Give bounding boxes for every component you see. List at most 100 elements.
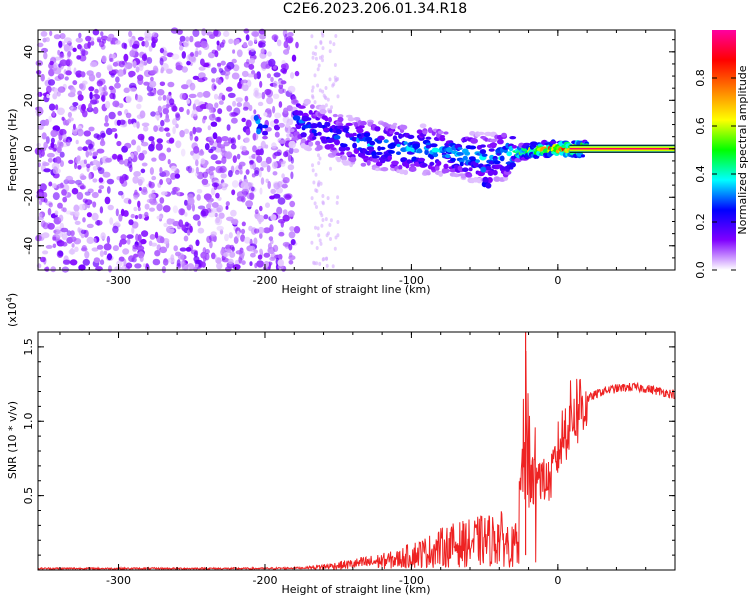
noise-speckle: [311, 94, 314, 99]
noise-speckle: [82, 110, 88, 118]
noise-speckle: [56, 146, 62, 154]
noise-speckle: [254, 167, 260, 175]
noise-speckle: [313, 201, 317, 206]
noise-speckle: [230, 138, 235, 143]
noise-speckle: [89, 99, 98, 105]
noise-speckle: [226, 61, 235, 70]
noise-speckle: [70, 86, 76, 95]
noise-speckle: [207, 125, 211, 131]
noise-speckle: [198, 128, 202, 133]
noise-speckle: [259, 232, 263, 239]
noise-speckle: [241, 117, 246, 123]
noise-speckle: [96, 219, 101, 226]
noise-speckle: [57, 250, 64, 257]
noise-speckle: [39, 213, 43, 219]
noise-speckle: [196, 189, 203, 194]
ridge-blob: [340, 151, 345, 155]
noise-speckle: [225, 86, 233, 92]
noise-speckle: [289, 146, 294, 155]
noise-speckle: [211, 252, 216, 260]
noise-speckle: [97, 166, 102, 171]
noise-speckle: [154, 231, 159, 239]
noise-speckle: [325, 256, 328, 261]
noise-speckle: [271, 34, 279, 41]
noise-speckle: [285, 123, 290, 128]
noise-speckle: [169, 98, 175, 106]
ridge-blob: [549, 140, 557, 144]
ridge-blob: [529, 141, 538, 146]
noise-speckle: [69, 259, 78, 266]
noise-speckle: [314, 188, 318, 193]
noise-speckle: [192, 126, 197, 135]
noise-speckle: [231, 218, 239, 226]
noise-speckle: [272, 105, 276, 114]
noise-speckle: [96, 148, 105, 154]
noise-speckle: [73, 204, 80, 212]
ridge-blob: [310, 104, 315, 109]
noise-speckle: [202, 171, 209, 178]
noise-speckle: [91, 247, 99, 252]
noise-speckle: [272, 152, 277, 159]
noise-speckle: [151, 157, 157, 162]
noise-speckle: [256, 214, 265, 223]
noise-speckle: [217, 142, 222, 148]
noise-speckle: [156, 203, 163, 212]
ridge-blob: [398, 164, 403, 170]
noise-speckle: [222, 70, 231, 76]
noise-speckle: [141, 162, 148, 167]
noise-speckle: [162, 94, 167, 101]
noise-speckle: [59, 33, 66, 40]
noise-speckle: [216, 262, 223, 270]
noise-speckle: [162, 205, 171, 213]
noise-speckle: [221, 136, 229, 142]
noise-speckle: [328, 49, 332, 54]
noise-speckle: [200, 251, 207, 259]
noise-speckle: [41, 232, 50, 239]
noise-speckle: [290, 157, 294, 164]
noise-speckle: [273, 80, 278, 88]
noise-speckle: [39, 183, 47, 192]
colorbar: 0.0 0.2 0.4 0.6 0.8 Normalized spectral ampl…: [694, 30, 749, 279]
ridge-blob: [383, 139, 389, 144]
noise-speckle: [336, 77, 340, 81]
noise-speckle: [50, 142, 55, 149]
spectrogram-ytick-label: 20: [22, 93, 35, 107]
noise-speckle: [189, 35, 194, 43]
noise-speckle: [314, 225, 317, 230]
noise-speckle: [109, 217, 114, 225]
noise-speckle: [332, 82, 336, 87]
noise-speckle: [282, 241, 291, 247]
noise-speckle: [123, 87, 130, 94]
noise-speckle: [331, 264, 335, 269]
noise-speckle: [215, 192, 220, 199]
noise-speckle: [76, 191, 84, 200]
noise-speckle: [288, 128, 295, 133]
noise-speckle: [108, 265, 112, 273]
noise-speckle: [117, 110, 122, 116]
secondary-feature: [485, 182, 492, 189]
noise-speckle: [178, 106, 184, 113]
noise-speckle: [216, 136, 222, 144]
noise-speckle: [326, 97, 330, 102]
noise-speckle: [175, 64, 184, 71]
ridge-blob: [406, 146, 412, 151]
ridge-blob: [450, 157, 456, 162]
noise-speckle: [77, 94, 84, 101]
noise-speckle: [230, 209, 237, 217]
noise-speckle: [143, 263, 146, 268]
noise-speckle: [289, 200, 296, 208]
noise-speckle: [231, 72, 240, 80]
noise-speckle: [322, 257, 326, 261]
ridge-blob: [437, 130, 444, 135]
ridge-blob: [499, 155, 505, 162]
noise-speckle: [278, 253, 283, 261]
noise-speckle: [57, 73, 65, 80]
colorbar-gradient: [712, 30, 736, 270]
noise-speckle: [133, 206, 138, 212]
noise-speckle: [336, 94, 340, 99]
ridge-blob: [391, 160, 399, 165]
noise-speckle: [42, 192, 48, 199]
noise-speckle: [190, 249, 198, 255]
ridge-blob: [479, 149, 487, 155]
noise-speckle: [107, 204, 114, 211]
